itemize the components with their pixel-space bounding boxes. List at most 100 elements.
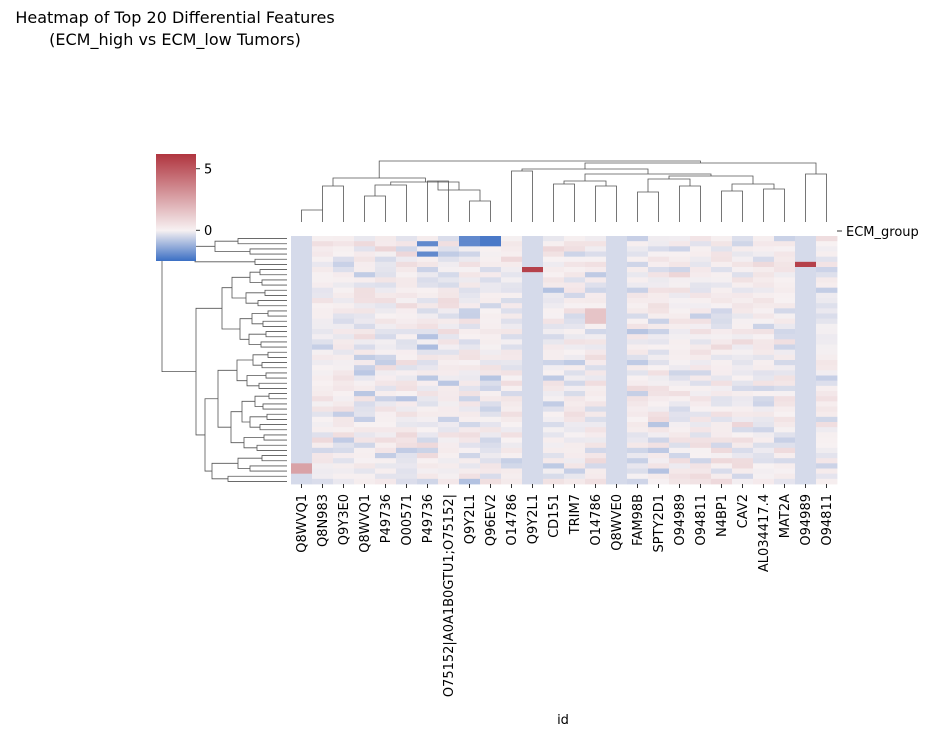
heatmap-cell <box>795 432 817 438</box>
heatmap-cell <box>354 246 376 252</box>
heatmap-cell <box>459 246 481 252</box>
heatmap-cell <box>312 272 334 278</box>
heatmap-cell <box>564 267 586 273</box>
heatmap-cell <box>627 261 649 268</box>
heatmap-cell <box>501 422 523 428</box>
heatmap-cell <box>564 277 586 283</box>
heatmap-cell <box>501 463 523 469</box>
heatmap-cell <box>690 318 712 325</box>
heatmap-cell <box>711 375 733 382</box>
heatmap-cell <box>480 385 502 392</box>
heatmap-cell <box>417 277 439 283</box>
heatmap-cell <box>501 401 523 407</box>
dendrogram-link <box>257 300 287 307</box>
ecm-group-label: ECM_group <box>846 225 919 240</box>
heatmap-cell <box>501 385 523 392</box>
heatmap-cell <box>795 318 817 325</box>
heatmap-cell <box>753 349 775 356</box>
heatmap-cell <box>711 344 733 351</box>
heatmap-cell <box>816 401 838 407</box>
heatmap-cell <box>753 406 775 413</box>
heatmap-cell <box>417 468 439 475</box>
heatmap-cell <box>564 354 586 361</box>
column-label: Q8WVQ1 <box>358 494 373 553</box>
heatmap-cell <box>648 463 670 469</box>
heatmap-cell <box>417 370 439 376</box>
heatmap-cell <box>732 354 754 361</box>
heatmap-cell <box>648 313 670 320</box>
heatmap-cell <box>480 334 502 340</box>
heatmap-cell <box>375 277 397 283</box>
heatmap-cell <box>333 298 355 304</box>
heatmap-cell <box>774 272 796 278</box>
heatmap-cell <box>312 251 334 258</box>
heatmap-cell <box>291 401 313 407</box>
dendrogram-link <box>254 395 269 407</box>
heatmap-cell <box>480 473 502 480</box>
heatmap-cell <box>648 241 670 247</box>
heatmap-cell <box>690 375 712 382</box>
heatmap-cell <box>522 432 544 438</box>
heatmap-cell <box>795 401 817 407</box>
heatmap-cell <box>333 416 355 423</box>
heatmap-cell <box>396 329 418 335</box>
heatmap-cell <box>669 360 691 366</box>
heatmap-cell <box>585 323 607 330</box>
heatmap-cell <box>585 241 607 247</box>
heatmap-cell <box>480 292 502 299</box>
heatmap-cell <box>396 241 418 247</box>
heatmap-cell <box>354 277 376 283</box>
heatmap-cell <box>585 344 607 351</box>
heatmap-cell <box>795 287 817 294</box>
heatmap-cell <box>438 287 460 294</box>
heatmap-cell <box>312 360 334 366</box>
heatmap-cell <box>795 411 817 418</box>
heatmap-cell <box>732 422 754 428</box>
heatmap-cell <box>627 391 649 397</box>
heatmap-cell <box>648 447 670 454</box>
heatmap-cell <box>333 287 355 294</box>
heatmap-cell <box>774 318 796 325</box>
heatmap-cell <box>354 391 376 397</box>
heatmap-cell <box>627 396 649 402</box>
heatmap-cell <box>522 344 544 351</box>
heatmap-cell <box>711 241 733 247</box>
heatmap-cell <box>333 272 355 278</box>
heatmap-cell <box>669 458 691 464</box>
heatmap-cell <box>501 349 523 356</box>
heatmap-cell <box>501 272 523 278</box>
heatmap-cell <box>291 453 313 459</box>
dendrogram-link <box>364 195 386 222</box>
heatmap-cell <box>438 411 460 418</box>
heatmap-cell <box>501 236 523 242</box>
heatmap-cell <box>816 427 838 433</box>
heatmap-cell <box>417 391 439 397</box>
heatmap-cell <box>333 432 355 438</box>
heatmap-cell <box>690 473 712 480</box>
heatmap-cell <box>543 246 565 252</box>
heatmap-cell <box>438 246 460 252</box>
heatmap-cell <box>501 323 523 330</box>
heatmap-cell <box>648 365 670 371</box>
heatmap-cell <box>585 401 607 407</box>
heatmap-cell <box>774 354 796 361</box>
heatmap-cell <box>795 360 817 366</box>
heatmap-cell <box>543 349 565 356</box>
heatmap-cell <box>501 380 523 387</box>
heatmap-cell <box>648 473 670 480</box>
heatmap-cell <box>627 432 649 438</box>
heatmap-cell <box>732 473 754 480</box>
heatmap-cell <box>669 251 691 258</box>
heatmap-cell <box>375 323 397 330</box>
heatmap-cell <box>417 313 439 320</box>
heatmap-cell <box>816 318 838 325</box>
heatmap-cell <box>711 442 733 449</box>
heatmap-cell <box>312 453 334 459</box>
heatmap-cell <box>669 282 691 289</box>
heatmap-cell <box>396 463 418 469</box>
heatmap-cell <box>438 308 460 314</box>
heatmap-cell <box>396 458 418 464</box>
heatmap-cell <box>753 370 775 376</box>
heatmap-cell <box>396 339 418 345</box>
heatmap-cell <box>816 365 838 371</box>
